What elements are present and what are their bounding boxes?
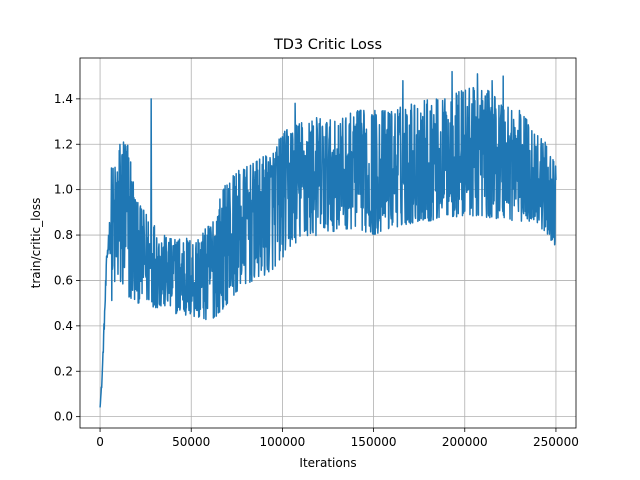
x-tick-label: 250000 xyxy=(533,435,579,449)
axes-frame xyxy=(79,57,577,429)
y-tick-label: 1.0 xyxy=(54,183,73,197)
y-tick-label: 1.2 xyxy=(54,137,73,151)
y-axis: 0.0 0.2 0.4 0.6 0.8 1.0 1.2 1.4 xyxy=(54,92,80,424)
chart-title: TD3 Critic Loss xyxy=(273,37,382,53)
x-axis-label: Iterations xyxy=(299,456,356,470)
x-tick-label: 150000 xyxy=(351,435,397,449)
x-tick-label: 200000 xyxy=(442,435,488,449)
x-tick-label: 0 xyxy=(96,435,104,449)
plot-area xyxy=(99,70,557,408)
y-axis-label: train/critic_loss xyxy=(29,198,43,289)
y-tick-label: 1.4 xyxy=(54,92,73,106)
y-tick-label: 0.2 xyxy=(54,364,73,378)
x-tick-label: 100000 xyxy=(260,435,306,449)
x-tick-label: 50000 xyxy=(172,435,210,449)
series-line xyxy=(99,70,557,408)
y-tick-label: 0.4 xyxy=(54,319,73,333)
y-tick-label: 0.6 xyxy=(54,273,73,287)
y-tick-label: 0.8 xyxy=(54,228,73,242)
y-tick-label: 0.0 xyxy=(54,410,73,424)
x-axis: 0 50000 100000 150000 200000 250000 xyxy=(96,428,579,449)
